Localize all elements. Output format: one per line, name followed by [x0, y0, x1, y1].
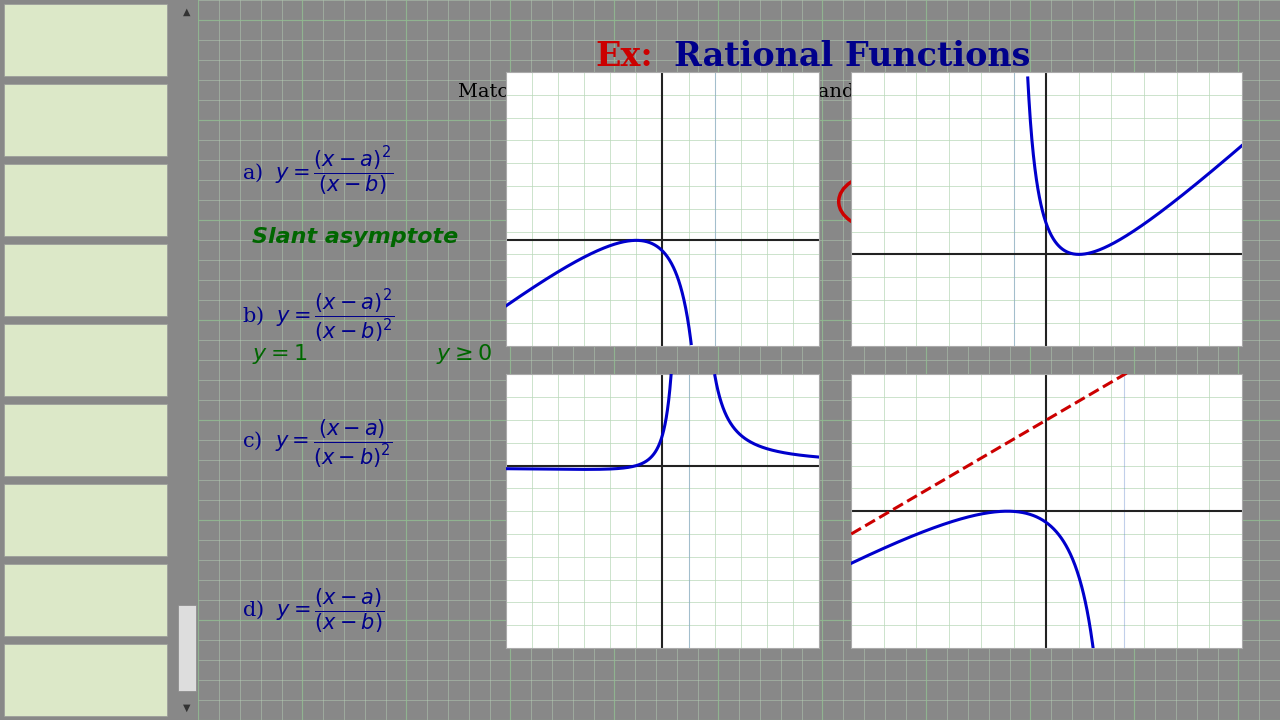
Text: ▲: ▲: [183, 7, 191, 17]
Text: d)  $y = \dfrac{(x-a)}{(x-b)}$: d) $y = \dfrac{(x-a)}{(x-b)}$: [242, 587, 384, 635]
Text: Rational Functions: Rational Functions: [675, 40, 1030, 73]
Text: c)  $y = \dfrac{(x-a)}{(x-b)^2}$: c) $y = \dfrac{(x-a)}{(x-b)^2}$: [242, 418, 393, 469]
Text: $y = 1$: $y = 1$: [252, 342, 307, 366]
FancyBboxPatch shape: [4, 4, 166, 76]
FancyBboxPatch shape: [4, 323, 166, 397]
Text: Ex:: Ex:: [595, 40, 653, 73]
Text: b)  $y = \dfrac{(x-a)^2}{(x-b)^2}$: b) $y = \dfrac{(x-a)^2}{(x-b)^2}$: [242, 288, 394, 346]
Text: Match the equation to the graph.  a and b are constants.: Match the equation to the graph. a and b…: [458, 83, 1020, 101]
FancyBboxPatch shape: [4, 484, 166, 557]
FancyBboxPatch shape: [4, 404, 166, 477]
Text: ▼: ▼: [183, 703, 191, 713]
FancyBboxPatch shape: [4, 644, 166, 716]
FancyBboxPatch shape: [4, 84, 166, 156]
FancyBboxPatch shape: [4, 163, 166, 236]
FancyBboxPatch shape: [4, 243, 166, 316]
FancyBboxPatch shape: [4, 564, 166, 636]
Text: a: a: [870, 188, 888, 215]
Text: $y \geq 0$: $y \geq 0$: [436, 342, 492, 366]
FancyBboxPatch shape: [178, 605, 196, 691]
Text: a)  $y = \dfrac{(x-a)^2}{(x-b)}$: a) $y = \dfrac{(x-a)^2}{(x-b)}$: [242, 144, 393, 198]
Text: Slant asymptote: Slant asymptote: [252, 227, 458, 247]
